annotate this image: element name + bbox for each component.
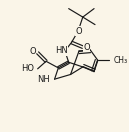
Text: O: O bbox=[76, 27, 82, 36]
Text: HN: HN bbox=[55, 46, 67, 55]
Text: O: O bbox=[83, 43, 90, 52]
Text: HO: HO bbox=[21, 64, 34, 73]
Text: O: O bbox=[29, 47, 36, 56]
Text: CH₃: CH₃ bbox=[114, 56, 128, 65]
Text: NH: NH bbox=[37, 75, 50, 84]
